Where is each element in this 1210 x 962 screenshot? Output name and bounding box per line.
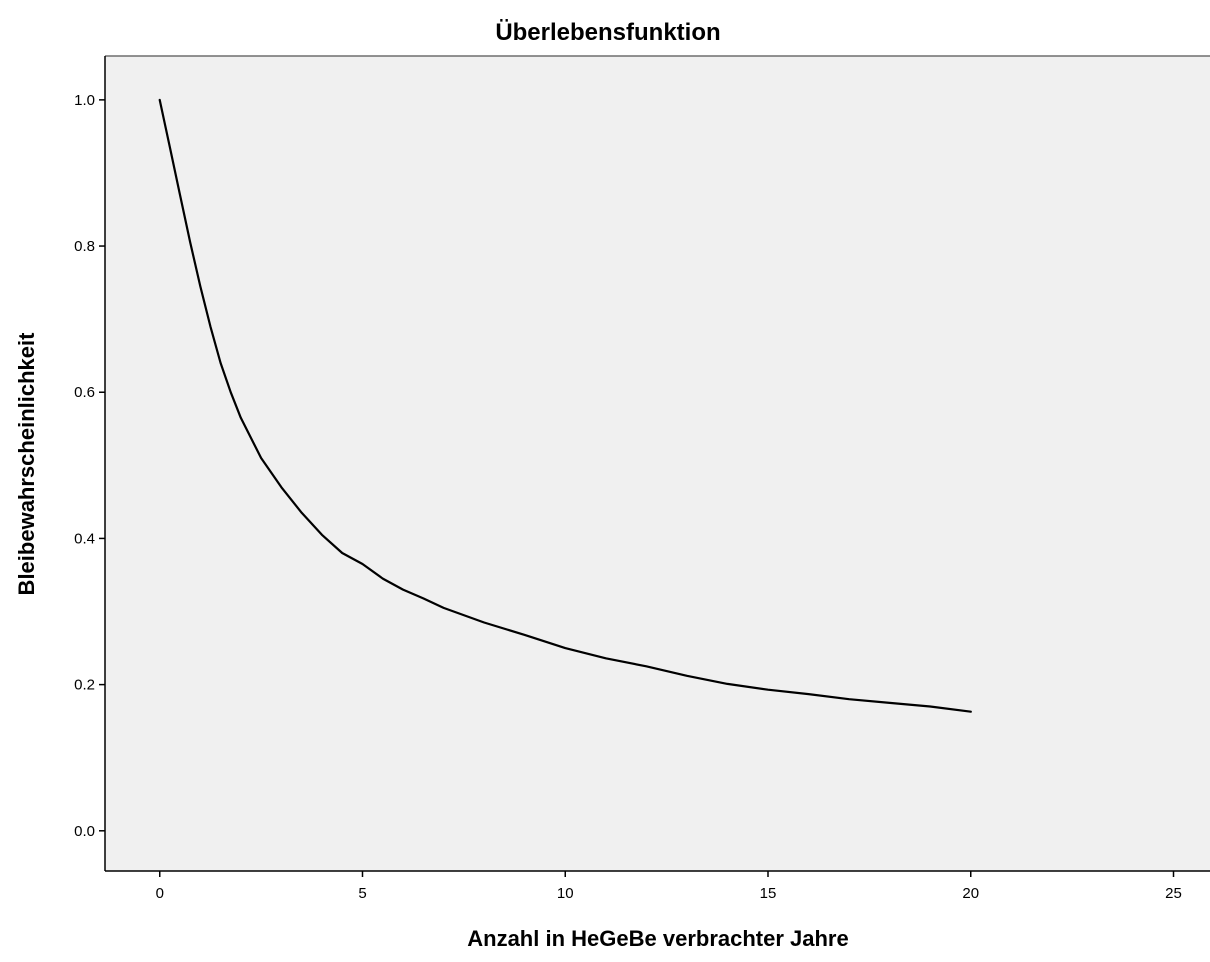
y-tick-label: 0.6 (74, 384, 95, 401)
x-tick-label: 25 (1165, 885, 1182, 902)
x-axis-title: Anzahl in HeGeBe verbrachter Jahre (467, 926, 848, 951)
y-axis-title: Bleibewahrscheinlichkeit (14, 332, 39, 596)
x-tick-label: 0 (156, 885, 164, 902)
y-tick-label: 1.0 (74, 92, 95, 109)
x-tick-label: 5 (358, 885, 366, 902)
series-group (158, 98, 972, 713)
y-tick-label: 0.0 (74, 823, 95, 840)
plot-area (105, 56, 1210, 871)
y-tick-label: 0.4 (74, 530, 95, 547)
x-tick-label: 15 (760, 885, 777, 902)
y-tick-label: 0.8 (74, 238, 95, 255)
y-tick-label: 0.2 (74, 677, 95, 694)
x-tick-label: 10 (557, 885, 574, 902)
y-ticks: 0.0 0.2 0.4 0.6 0.8 1.0 (74, 92, 105, 840)
x-tick-label: 20 (962, 885, 979, 902)
x-ticks: 0 5 10 15 20 25 (156, 871, 1182, 902)
survival-curve (158, 98, 972, 713)
chart-title: Überlebensfunktion (495, 19, 720, 46)
